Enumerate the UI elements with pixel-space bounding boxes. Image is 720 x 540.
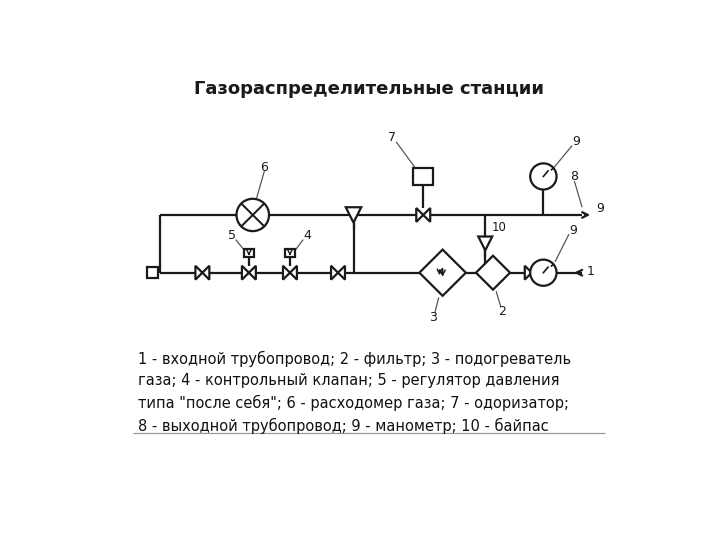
Polygon shape xyxy=(525,266,532,280)
Text: 3: 3 xyxy=(429,311,437,324)
Text: 6: 6 xyxy=(261,161,269,174)
Polygon shape xyxy=(195,266,202,280)
Text: 9: 9 xyxy=(569,224,577,237)
Polygon shape xyxy=(419,249,466,296)
Polygon shape xyxy=(290,266,297,280)
Text: 8: 8 xyxy=(570,170,578,183)
Text: 5: 5 xyxy=(228,230,236,242)
Text: 9: 9 xyxy=(596,202,604,215)
Bar xyxy=(148,267,158,278)
Polygon shape xyxy=(478,237,492,251)
Circle shape xyxy=(236,199,269,231)
Text: 9: 9 xyxy=(572,136,580,148)
Text: 10: 10 xyxy=(492,221,506,234)
Polygon shape xyxy=(331,266,338,280)
Circle shape xyxy=(530,260,557,286)
Polygon shape xyxy=(346,207,361,222)
Circle shape xyxy=(530,164,557,190)
Text: 1 - входной трубопровод; 2 - фильтр; 3 - подогреватель
газа; 4 - контрольный кла: 1 - входной трубопровод; 2 - фильтр; 3 -… xyxy=(138,351,571,434)
Text: Газораспределительные станции: Газораспределительные станции xyxy=(194,80,544,98)
Polygon shape xyxy=(249,266,256,280)
Text: 7: 7 xyxy=(388,131,396,145)
Text: 2: 2 xyxy=(498,305,506,318)
Polygon shape xyxy=(476,256,510,289)
Polygon shape xyxy=(283,266,290,280)
Text: 1: 1 xyxy=(587,266,595,279)
Bar xyxy=(413,168,433,185)
Bar xyxy=(244,249,253,256)
Polygon shape xyxy=(338,266,345,280)
Polygon shape xyxy=(202,266,210,280)
Polygon shape xyxy=(423,208,431,222)
Polygon shape xyxy=(416,208,423,222)
Polygon shape xyxy=(532,266,539,280)
Bar xyxy=(285,249,294,256)
Text: 4: 4 xyxy=(303,230,311,242)
Polygon shape xyxy=(242,266,249,280)
